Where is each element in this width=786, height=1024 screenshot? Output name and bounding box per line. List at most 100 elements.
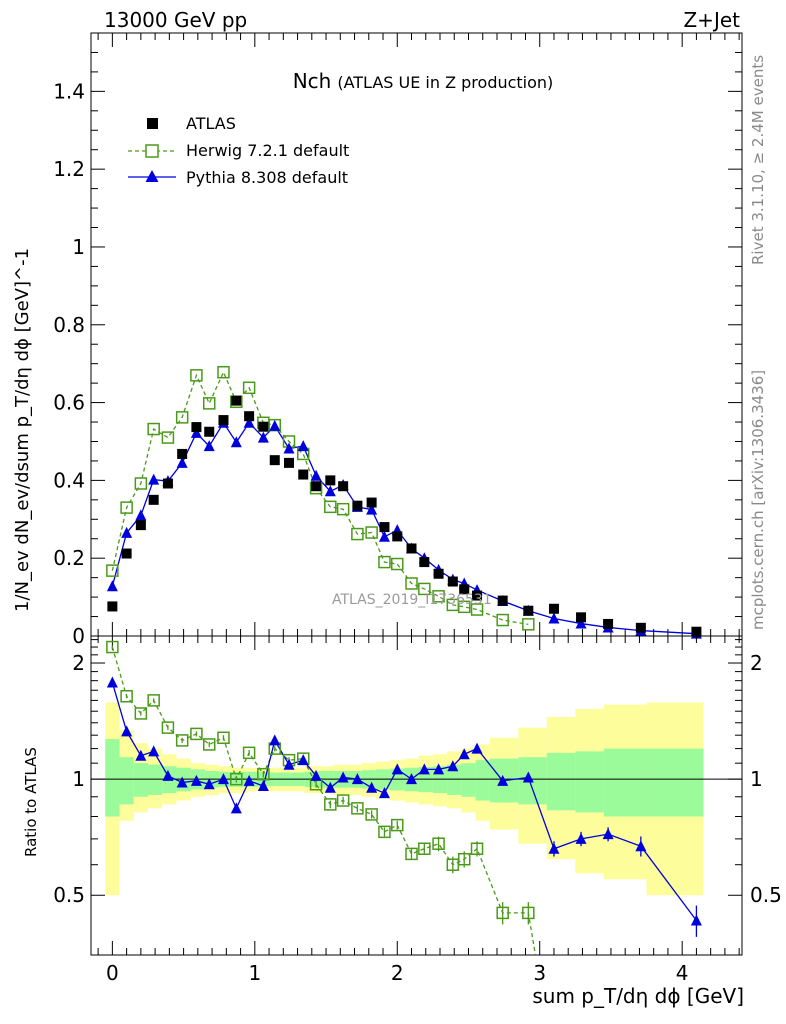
ratio-stat-uncertainty-band: [475, 760, 490, 801]
pythia-point: [575, 617, 587, 629]
pythia-ratio-point: [283, 758, 295, 770]
atlas-point: [366, 497, 377, 508]
legend-pythia-label: Pythia 8.308 default: [186, 168, 348, 187]
pythia-ratio-point: [230, 802, 242, 814]
herwig-ratio-point: [217, 731, 230, 745]
herwig-point: [134, 477, 148, 490]
pythia-ratio-point: [217, 773, 229, 785]
pythia-ratio-point: [190, 774, 202, 786]
ratio-y-tick-label: 2: [72, 651, 85, 675]
ratio-y-tick-label-right: 0.5: [750, 883, 782, 907]
pythia-point: [243, 416, 255, 428]
atlas-point: [177, 448, 188, 459]
pythia-point: [324, 485, 336, 497]
atlas-point: [635, 622, 646, 633]
herwig-point: [418, 582, 431, 596]
pythia-ratio-point: [310, 769, 322, 781]
process-label: Z+Jet: [683, 8, 740, 32]
x-tick-label: 3: [533, 961, 546, 985]
herwig-point: [365, 526, 378, 539]
pythia-ratio-point: [135, 749, 147, 761]
legend-herwig-label: Herwig 7.2.1 default: [186, 141, 349, 160]
pythia-ratio-point: [690, 914, 702, 926]
atlas-point: [523, 605, 534, 616]
pythia-ratio-point: [106, 676, 118, 688]
ratio-stat-uncertainty-band: [447, 764, 462, 795]
herwig-ratio-point: [391, 818, 404, 832]
atlas-point: [325, 475, 336, 486]
herwig-ratio-point: [202, 738, 216, 751]
herwig-point: [522, 618, 535, 631]
atlas-point: [121, 548, 132, 559]
herwig-ratio-point: [230, 772, 243, 786]
herwig-ratio-point: [418, 842, 431, 855]
x-axis-label: sum p_T/dη dϕ [GeV]: [532, 984, 744, 1008]
pythia-point: [283, 442, 295, 454]
herwig-point: [432, 590, 445, 603]
pythia-point: [230, 436, 242, 448]
energy-label: 13000 GeV pp: [104, 8, 247, 32]
atlas-point: [231, 395, 242, 406]
atlas-point: [447, 576, 458, 587]
pythia-point: [548, 612, 560, 624]
pythia-ratio-point: [269, 734, 281, 746]
main-y-tick-label: 1.2: [53, 157, 85, 181]
pythia-point: [378, 530, 390, 542]
herwig-ratio-point: [106, 640, 119, 654]
herwig-point: [351, 527, 364, 541]
herwig-ratio-point: [242, 746, 256, 760]
herwig-point: [324, 500, 337, 514]
ratio-y-tick-label: 1: [72, 767, 85, 791]
herwig-point: [190, 369, 203, 382]
main-y-axis-label: 1/N_ev dN_ev/dsum p_T/dη dϕ [GeV]^-1: [12, 248, 33, 612]
pythia-ratio-point: [176, 776, 188, 788]
atlas-point: [284, 457, 295, 468]
atlas-point: [311, 481, 322, 492]
herwig-ratio-point: [175, 734, 189, 747]
plot-title: Nch (ATLAS UE in Z production): [293, 69, 554, 93]
ratio-stat-uncertainty-band: [575, 751, 604, 813]
legend-herwig-marker: [145, 144, 159, 158]
legend-pythia-marker: [145, 170, 159, 182]
atlas-point: [244, 411, 255, 422]
pythia-point: [257, 431, 269, 443]
herwig-ratio-point: [147, 694, 160, 707]
pythia-point: [297, 440, 309, 452]
herwig-ratio-point: [336, 794, 350, 807]
herwig-ratio-point: [134, 707, 148, 720]
pythia-point: [310, 469, 322, 481]
herwig-point: [496, 613, 509, 627]
herwig-ratio-point: [378, 825, 391, 839]
herwig-ratio-point: [432, 837, 445, 850]
atlas-point: [298, 469, 309, 480]
pythia-ratio-point: [257, 779, 269, 791]
herwig-ratio-point: [190, 727, 203, 741]
herwig-point: [457, 600, 471, 614]
pythia-ratio-point: [635, 840, 647, 852]
herwig-ratio-point: [496, 906, 509, 920]
herwig-ratio-point: [161, 721, 175, 734]
atlas-point: [135, 520, 146, 531]
pythia-ratio-point: [337, 771, 349, 783]
legend-atlas-label: ATLAS: [186, 114, 236, 133]
pythia-ratio-point: [548, 842, 560, 854]
ratio-y-tick-label: 0.5: [53, 883, 85, 907]
ratio-stat-uncertainty-band: [105, 739, 120, 817]
pythia-ratio-point: [351, 773, 363, 785]
herwig-point: [405, 577, 418, 590]
pythia-ratio-point: [243, 774, 255, 786]
pythia-point: [135, 509, 147, 521]
herwig-point: [242, 381, 256, 395]
pythia-ratio-point: [324, 781, 336, 793]
herwig-ratio-point: [522, 906, 535, 920]
pythia-ratio-point: [522, 771, 534, 783]
herwig-point: [470, 603, 484, 616]
pythia-ratio-point: [391, 763, 403, 775]
legend: ATLAS Herwig 7.2.1 default Pythia 8.308 …: [128, 114, 349, 187]
ratio-stat-uncertainty-band: [461, 763, 476, 797]
atlas-point: [472, 590, 483, 601]
x-tick-label: 1: [248, 961, 261, 985]
x-tick-label: 0: [106, 961, 119, 985]
herwig-ratio-point: [457, 852, 471, 866]
